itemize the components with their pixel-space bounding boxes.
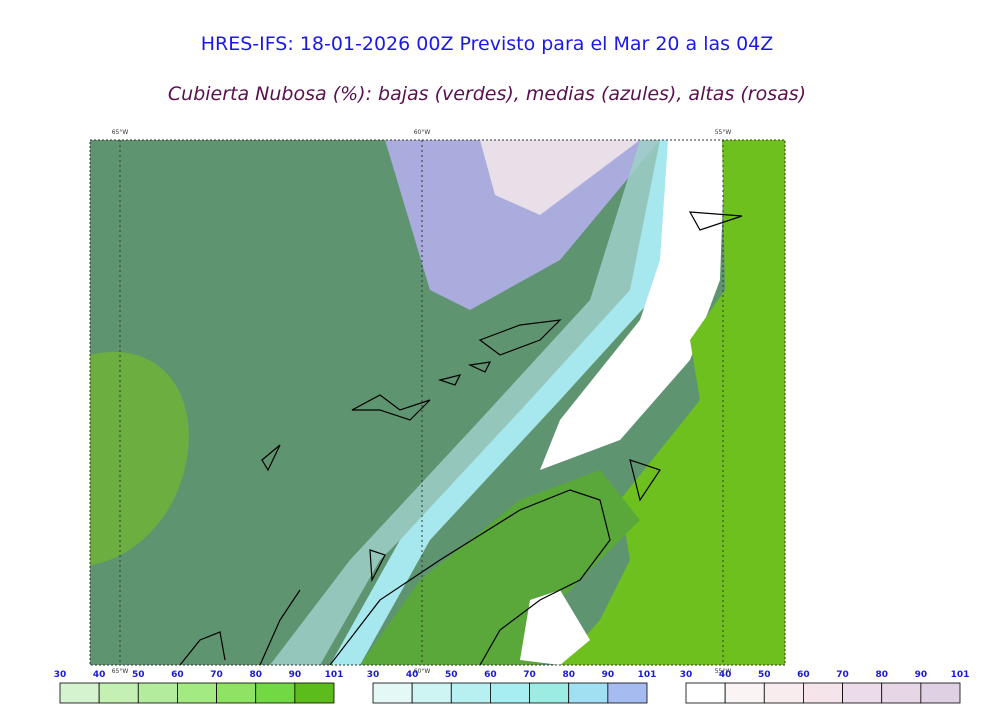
colorbar-box — [216, 682, 257, 704]
lon-label: 60°W — [414, 668, 431, 675]
lon-label: 65°W — [112, 129, 129, 136]
colorbar-box — [568, 682, 609, 704]
colorbar-tick: 40 — [93, 670, 106, 680]
colorbar-box — [685, 682, 726, 704]
colorbar-box — [490, 682, 530, 704]
colorbar-tick: 50 — [132, 670, 145, 680]
colorbar-box — [842, 682, 883, 704]
colorbar-box — [607, 682, 648, 704]
colorbar-tick: 101 — [638, 670, 657, 680]
lon-label: 55°W — [715, 129, 732, 136]
colorbar-tick: 60 — [484, 670, 497, 680]
colorbar-tick: 80 — [875, 670, 888, 680]
colorbar-tick: 40 — [406, 670, 419, 680]
colorbar-tick: 40 — [719, 670, 732, 680]
title: HRES-IFS: 18-01-2026 00Z Previsto para e… — [201, 33, 774, 55]
colorbar-tick: 70 — [210, 670, 223, 680]
colorbar-box — [177, 682, 217, 704]
colorbar-box — [255, 682, 296, 704]
lon-label: 60°W — [414, 129, 431, 136]
colorbar-tick: 30 — [680, 670, 693, 680]
cloud-field — [90, 140, 785, 665]
colorbar-box — [763, 682, 804, 704]
colorbar-tick: 50 — [445, 670, 458, 680]
colorbar-box — [294, 682, 335, 704]
colorbar-box — [411, 682, 452, 704]
colorbar-box — [450, 682, 491, 704]
colorbar-tick: 101 — [951, 670, 970, 680]
colorbar-tick: 101 — [325, 670, 344, 680]
colorbar-tick: 50 — [758, 670, 771, 680]
colorbar-tick: 60 — [171, 670, 184, 680]
colorbar-box — [59, 682, 100, 704]
colorbar-tick: 90 — [915, 670, 928, 680]
colorbar-box — [920, 682, 961, 704]
colorbar-tick: 60 — [797, 670, 810, 680]
colorbar-box — [803, 682, 843, 704]
colorbar-tick: 80 — [249, 670, 262, 680]
map-frame — [89, 139, 786, 666]
colorbar-box — [98, 682, 139, 704]
colorbar-box — [372, 682, 413, 704]
colorbar-box — [529, 682, 570, 704]
colorbar-tick: 30 — [367, 670, 380, 680]
colorbar-box — [881, 682, 922, 704]
lon-label: 65°W — [112, 668, 129, 675]
subtitle: Cubierta Nubosa (%): bajas (verdes), med… — [168, 83, 806, 105]
colorbar-box — [724, 682, 765, 704]
colorbar-tick: 90 — [602, 670, 615, 680]
colorbar-box — [137, 682, 178, 704]
colorbar-tick: 30 — [54, 670, 67, 680]
lon-label: 55°W — [715, 668, 732, 675]
colorbar-tick: 70 — [836, 670, 849, 680]
colorbar-tick: 80 — [562, 670, 575, 680]
colorbar-tick: 70 — [523, 670, 536, 680]
colorbar-tick: 90 — [289, 670, 302, 680]
